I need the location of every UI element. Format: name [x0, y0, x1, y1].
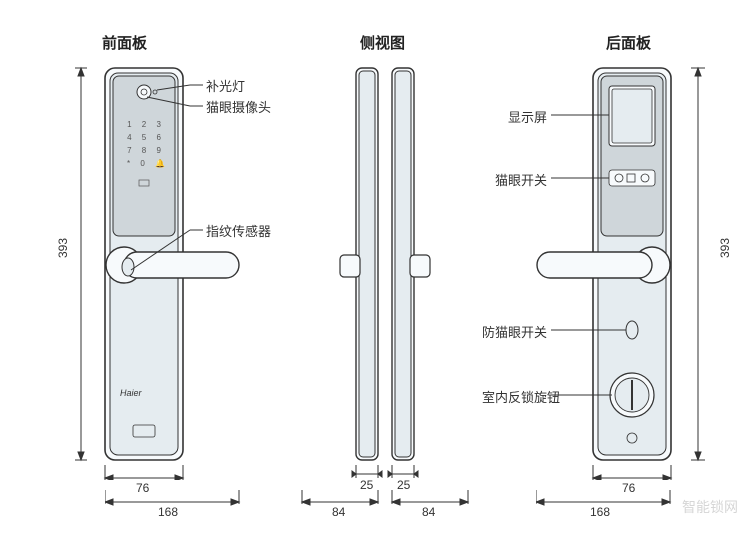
keypad-r4: * 0 🔔 — [121, 157, 171, 170]
label-fill-light: 补光灯 — [206, 76, 245, 95]
keypad-r2: 4 5 6 — [121, 131, 171, 144]
dim-front-168: 168 — [158, 505, 178, 519]
back-dim-168 — [536, 490, 696, 512]
label-deadbolt: 室内反锁旋钮 — [482, 387, 560, 406]
watermark: 智能锁网 — [682, 497, 738, 517]
dim-back-168: 168 — [590, 505, 610, 519]
title-back: 后面板 — [606, 32, 651, 53]
bell-icon: 🔔 — [155, 159, 165, 168]
dim-side-84a: 84 — [332, 505, 345, 519]
dim-back-height: 393 — [718, 238, 732, 258]
keypad-r1: 1 2 3 — [121, 118, 171, 131]
side-view-drawing — [310, 60, 460, 480]
keypad-r3: 7 8 9 — [121, 144, 171, 157]
dim-front-height: 393 — [56, 238, 70, 258]
side-dim-84 — [296, 490, 476, 512]
dim-side-84b: 84 — [422, 505, 435, 519]
label-display: 显示屏 — [508, 107, 547, 126]
label-camera: 猫眼摄像头 — [206, 97, 271, 116]
keypad: 1 2 3 4 5 6 7 8 9 * 0 🔔 — [121, 118, 171, 170]
label-peephole-switch: 猫眼开关 — [495, 170, 547, 189]
brand-logo: Haier — [120, 388, 142, 398]
label-anti-peephole: 防猫眼开关 — [482, 322, 547, 341]
front-dim-168 — [105, 490, 265, 512]
label-fingerprint: 指纹传感器 — [206, 221, 271, 240]
title-side: 侧视图 — [360, 32, 405, 53]
title-front: 前面板 — [102, 32, 147, 53]
